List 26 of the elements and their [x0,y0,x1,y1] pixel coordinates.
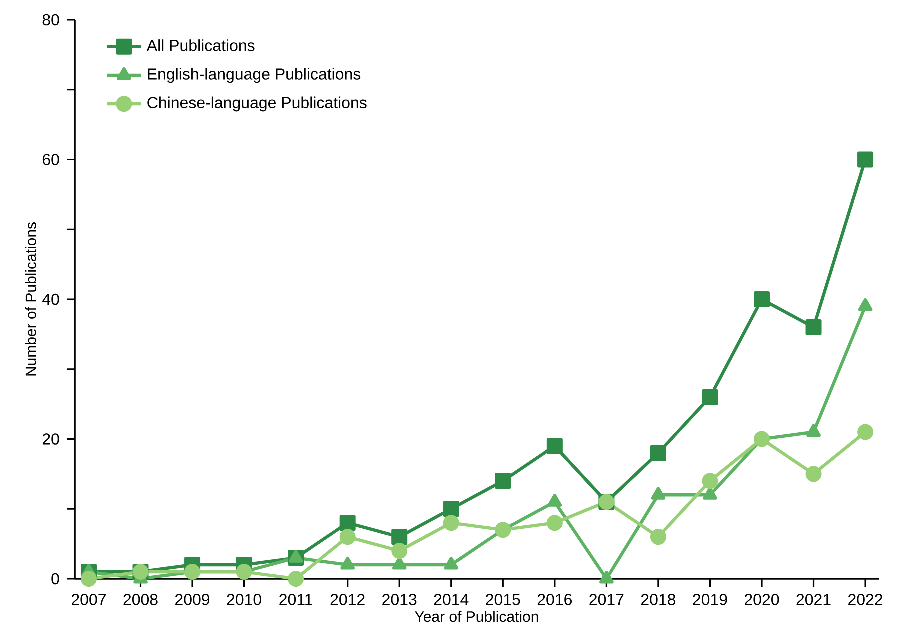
x-tick-label: 2019 [693,594,728,606]
x-tick-label: 2011 [280,594,312,606]
y-tick-label: 20 [42,434,60,445]
x-tick-label: 2015 [486,594,520,606]
x-tick-label: 2017 [590,594,624,606]
y-tick-label: 80 [42,14,60,26]
legend-label: All Publications [146,40,255,52]
x-axis-title: Year of Publication [415,611,538,622]
x-tick-label: 2014 [434,594,469,606]
x-tick-label: 2020 [745,594,780,606]
x-tick-label: 2016 [538,594,572,606]
x-tick-label: 2009 [176,594,210,606]
x-tick-label: 2008 [124,594,158,606]
x-tick-label: 2013 [382,594,417,606]
y-tick-label: 40 [42,294,60,306]
y-tick-label: 0 [52,573,60,585]
x-tick-label: 2022 [848,594,883,606]
y-tick-label: 60 [42,154,60,166]
x-tick-label: 2012 [330,594,365,606]
legend-label: Chinese-language Publications [148,96,367,112]
x-tick-label: 2007 [72,594,106,606]
x-tick-label: 2021 [796,594,831,606]
legend-label: English-language Publications [148,68,361,84]
x-tick-label: 2010 [227,594,262,606]
y-axis-title: Number of Publications [25,222,36,376]
x-tick-label: 2018 [641,594,676,606]
